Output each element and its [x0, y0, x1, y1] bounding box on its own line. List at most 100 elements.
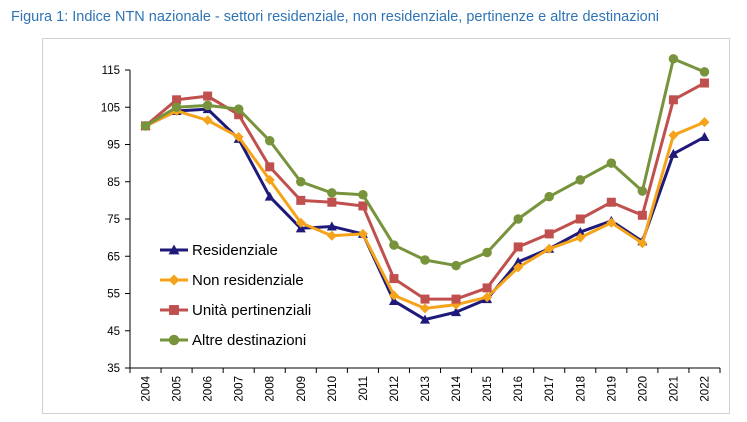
y-tick-label: 95	[107, 140, 120, 152]
data-point	[202, 100, 213, 111]
data-point	[513, 242, 523, 252]
data-point	[389, 274, 399, 284]
data-point	[234, 110, 244, 120]
x-tick-label: 2007	[234, 376, 246, 402]
data-point	[264, 191, 275, 201]
x-tick-label: 2022	[699, 376, 711, 402]
x-tick-label: 2018	[575, 376, 587, 402]
data-point	[388, 290, 399, 301]
legend-item: Altre destinazioni	[160, 332, 306, 349]
data-point	[295, 217, 306, 228]
data-point	[699, 132, 710, 142]
x-tick-label: 2016	[513, 376, 525, 402]
data-point	[513, 214, 523, 224]
data-point	[482, 292, 493, 303]
data-point	[172, 95, 182, 105]
data-point	[327, 197, 337, 207]
legend-item: Residenziale	[160, 242, 278, 259]
data-point	[606, 158, 617, 168]
data-point	[295, 223, 306, 233]
data-point	[264, 174, 275, 185]
data-point	[668, 95, 678, 105]
data-point	[202, 115, 213, 126]
data-point	[637, 210, 647, 220]
legend-marker	[168, 244, 180, 255]
series-non-residenziale	[140, 105, 710, 314]
data-point	[264, 136, 275, 146]
data-point	[327, 188, 337, 198]
legend-item: Unità pertinenziali	[160, 302, 311, 319]
data-point	[699, 117, 710, 128]
series-line	[144, 81, 706, 301]
data-point	[296, 177, 306, 187]
data-point	[544, 243, 555, 254]
legend-item: Non residenziale	[160, 272, 304, 289]
data-point	[265, 162, 275, 172]
y-tick-label: 75	[107, 214, 120, 226]
data-point	[451, 260, 461, 271]
legend-label: Unità pertinenziali	[192, 302, 311, 319]
x-tick-label: 2010	[327, 376, 339, 402]
y-tick-label: 35	[107, 363, 120, 375]
series-unit-pertinenziali	[141, 78, 709, 304]
data-point	[420, 303, 430, 314]
x-tick-label: 2008	[265, 376, 277, 402]
data-point	[388, 295, 399, 305]
x-tick-label: 2020	[637, 376, 649, 402]
data-point	[358, 190, 368, 200]
data-point	[513, 262, 524, 273]
data-point	[668, 148, 679, 158]
data-point	[482, 283, 492, 293]
data-point	[451, 307, 462, 317]
legend-marker	[168, 334, 180, 346]
data-point	[699, 67, 710, 77]
data-point	[357, 228, 368, 239]
data-point	[326, 230, 337, 241]
chart-series	[140, 54, 710, 324]
data-point	[544, 191, 554, 202]
data-point	[171, 102, 182, 112]
x-tick-label: 2006	[203, 376, 215, 402]
figure-caption: Figura 1: Indice NTN nazionale - settori…	[11, 9, 660, 25]
x-tick-label: 2012	[389, 376, 401, 402]
data-point	[513, 256, 524, 266]
data-point	[637, 238, 648, 249]
x-tick-label: 2009	[296, 376, 308, 402]
data-point	[389, 240, 399, 250]
data-point	[668, 130, 679, 141]
y-tick-label: 45	[107, 326, 120, 338]
data-point	[420, 294, 430, 304]
x-tick-label: 2017	[544, 376, 556, 402]
data-point	[203, 91, 213, 101]
data-point	[451, 294, 461, 304]
data-point	[544, 229, 554, 239]
data-point	[326, 221, 337, 231]
x-tick-label: 2004	[141, 375, 153, 401]
y-tick-label: 55	[107, 289, 120, 301]
series-residenziale	[140, 104, 710, 324]
series-altre-destinazioni	[140, 54, 710, 271]
y-tick-label: 85	[107, 177, 120, 189]
x-tick-label: 2019	[606, 376, 618, 402]
x-tick-label: 2013	[420, 376, 432, 402]
data-point	[575, 227, 586, 237]
chart-legend: Residenziale Non residenziale Unità pertin…	[160, 242, 311, 349]
data-point	[140, 121, 151, 131]
data-point	[575, 232, 586, 243]
legend-marker	[168, 274, 180, 286]
data-point	[420, 314, 430, 324]
data-point	[358, 201, 368, 211]
data-point	[482, 247, 492, 258]
data-point	[637, 186, 648, 196]
chart-axes: 35 45 55 65 75 85 95 105 115 2004 2005 2006 2007 2008…	[101, 65, 721, 402]
legend-label: Altre destinazioni	[192, 332, 306, 349]
x-tick-label: 2015	[482, 376, 494, 402]
data-point	[606, 217, 617, 228]
x-tick-label: 2011	[358, 376, 370, 401]
data-point	[699, 78, 709, 88]
x-tick-label: 2014	[451, 375, 463, 401]
data-point	[668, 54, 679, 64]
data-point	[575, 175, 586, 185]
data-point	[606, 197, 616, 207]
